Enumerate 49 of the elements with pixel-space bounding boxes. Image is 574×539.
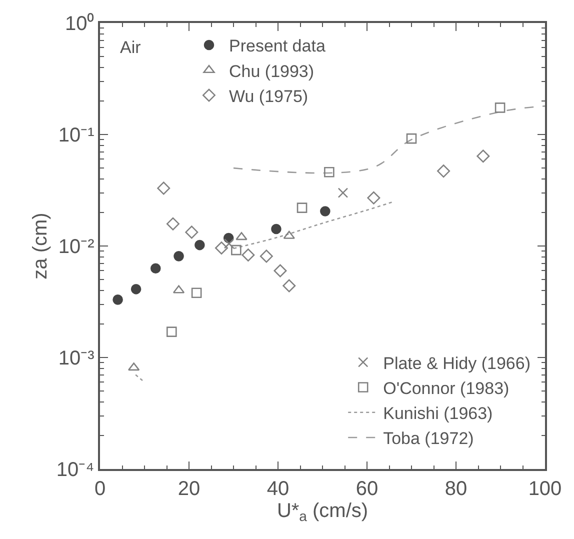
point [166,217,180,230]
point [274,264,287,278]
point [271,224,282,234]
point [150,263,161,274]
x-tick-label: 20 [178,478,200,500]
y-tick-label: 10⁻³ [58,348,95,370]
point [191,288,202,298]
legend-label: Wu (1975) [229,86,308,106]
legend-label: Kunishi (1963) [383,404,493,423]
x-tick-label: 0 [94,478,106,500]
point [283,230,295,239]
point [260,250,273,263]
point [296,202,308,213]
y-tick-label: 10⁻¹ [58,124,95,146]
point [194,240,205,250]
point [367,191,380,204]
y-tick-label: 10⁻² [58,236,95,258]
point [437,164,450,178]
point [231,244,242,256]
point [157,182,170,195]
legend-label: Plate & Hidy (1966) [383,354,531,373]
point [214,241,228,254]
point [236,232,248,240]
legend-label: O'Connor (1983) [383,378,510,398]
x-tick-label: 100 [528,478,562,500]
point [324,166,334,178]
point [476,150,490,163]
point [166,326,177,337]
legend-label: Toba (1972) [383,429,474,448]
point [494,102,506,113]
point [174,251,184,262]
point [282,279,296,292]
y-tick-label: 10⁻⁴ [56,459,94,481]
x-tick-label: 80 [444,478,468,500]
legend-label: Chu (1993) [229,62,314,81]
annotation: Air [120,38,142,57]
point [338,188,348,198]
point [185,226,198,239]
x-axis-title: U*$_{a}$ (cm/s) [276,500,368,524]
point [406,133,417,144]
x-tick-label: 60 [356,478,378,500]
point [130,284,142,294]
y-tick-label: 10⁰ [65,12,94,35]
legend-label: Present data [229,36,326,56]
point [242,248,255,262]
y-axis-title: za (cm) [29,212,52,280]
x-tick-label: 40 [266,478,290,500]
point [112,294,123,305]
point [320,206,330,216]
